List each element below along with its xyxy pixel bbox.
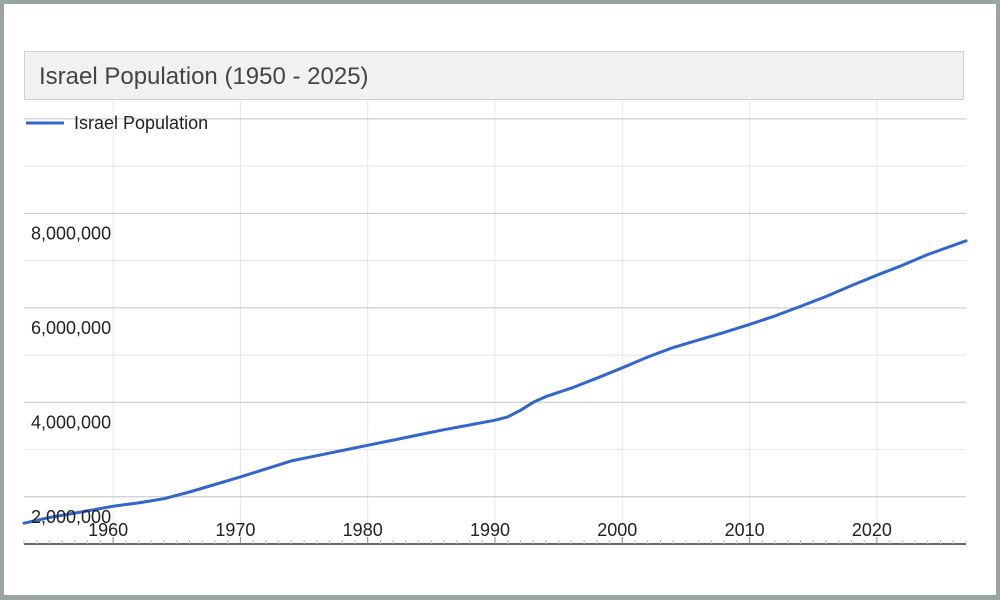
x-tick-label: 1990 [470, 520, 510, 540]
chart-title: Israel Population (1950 - 2025) [39, 63, 369, 90]
tick-labels: 2,000,000 4,000,000 6,000,000 8,000,000 1960… [31, 223, 892, 540]
x-tick-label: 1970 [215, 520, 255, 540]
series-layer [22, 239, 968, 525]
legend-label: Israel Population [74, 113, 208, 133]
axis-ticks [23, 537, 967, 545]
x-tick-label: 2010 [725, 520, 765, 540]
y-tick-label: 2,000,000 [31, 507, 111, 527]
x-tick-label: 2020 [852, 520, 892, 540]
x-tick-label: 2000 [597, 520, 637, 540]
y-tick-label: 6,000,000 [31, 318, 111, 338]
x-tick-label: 1980 [343, 520, 383, 540]
chart-title-bar: Israel Population (1950 - 2025) [24, 51, 964, 100]
y-tick-label: 8,000,000 [31, 223, 111, 243]
y-tick-label: 4,000,000 [31, 412, 111, 432]
x-tick-label: 1960 [88, 520, 128, 540]
grid-lines [24, 100, 966, 545]
legend: Israel Population [26, 113, 208, 133]
series-line-0 [22, 239, 968, 525]
